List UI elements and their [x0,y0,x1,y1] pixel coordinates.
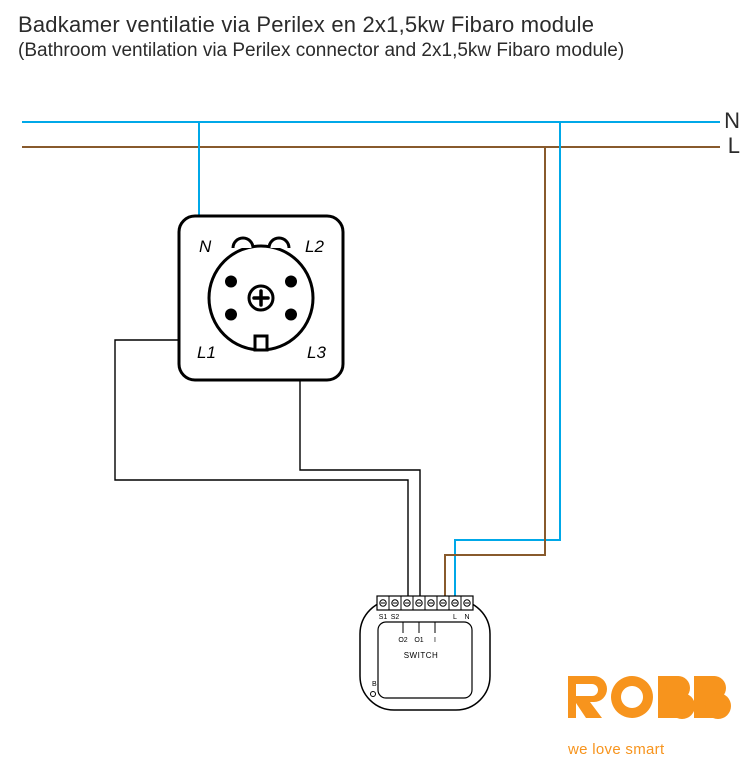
wiring-diagram: NL2L1L3 S1S2LNO2O1ISWITCHB [0,0,756,768]
wire-L-drop-to-module [445,147,545,598]
perilex-pin-label-L3: L3 [307,343,326,362]
perilex-pin-label-N: N [199,237,212,256]
robb-logo-icon [566,674,736,736]
perilex-pin-label-L1: L1 [197,343,216,362]
brand-tagline: we love smart [566,741,736,758]
svg-text:O2: O2 [398,637,407,644]
svg-text:O1: O1 [414,637,423,644]
fibaro-module: S1S2 LN O2 O1 I SWITCH B [360,596,490,710]
perilex-pin-label-L2: L2 [305,237,324,256]
perilex-connector: N L2 L1 L3 [179,216,343,380]
module-terminal-N: N [464,614,469,621]
wire-O1-to-L3 [300,350,420,599]
module-terminal-S2: S2 [391,614,400,621]
svg-text:B: B [372,681,377,688]
brand-logo: we love smart [566,674,736,758]
module-terminal-S1: S1 [379,614,388,621]
svg-text:I: I [434,637,436,644]
module-terminal-L: L [453,614,457,621]
module-label-switch: SWITCH [404,651,439,660]
